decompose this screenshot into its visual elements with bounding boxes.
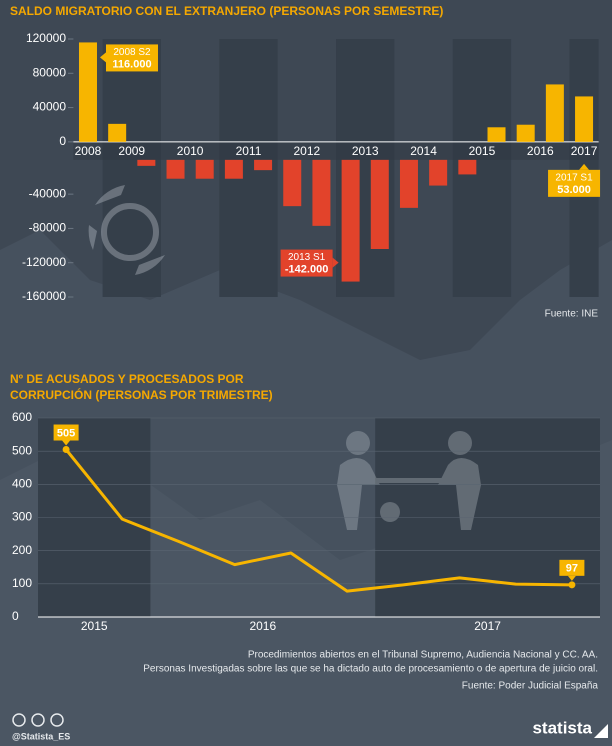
- callout-box: [548, 169, 601, 197]
- y-tick-label: 200: [12, 543, 32, 557]
- bar: [341, 159, 360, 282]
- x-tick-label: 2017: [474, 619, 501, 633]
- value-label: 505: [57, 427, 75, 439]
- source: Fuente: INE: [545, 309, 599, 320]
- x-tick-label: 2015: [81, 619, 108, 633]
- footer-brand: statista: [532, 718, 592, 737]
- x-tick-label: 2010: [177, 144, 204, 158]
- label-pointer: [62, 440, 71, 446]
- callout-title: 2017 S1: [555, 172, 593, 183]
- value-label: 116.000: [112, 58, 151, 70]
- x-tick-label: 2017: [571, 144, 598, 158]
- x-tick-label: 2011: [236, 144, 262, 158]
- callout-pointer: [99, 52, 106, 63]
- bar: [283, 159, 302, 207]
- callout-pointer: [579, 163, 590, 170]
- bar: [399, 159, 418, 208]
- x-tick-label: 2016: [249, 619, 276, 633]
- bar: [224, 159, 243, 179]
- y-tick-label: 600: [12, 410, 32, 424]
- bar: [487, 127, 506, 142]
- footer-handle: @Statista_ES: [12, 731, 70, 741]
- bar: [429, 159, 448, 186]
- bar: [137, 159, 156, 166]
- y-tick-label: 0: [59, 134, 66, 148]
- bar: [516, 124, 535, 142]
- callout-title: 2008 S2: [113, 47, 151, 58]
- bar: [254, 159, 273, 171]
- license-icons: [12, 713, 64, 727]
- x-tick-label: 2008: [75, 144, 102, 158]
- note: Personas Investigadas sobre las que se h…: [143, 664, 598, 675]
- chart-title: Nº DE ACUSADOS Y PROCESADOS POR: [10, 372, 244, 386]
- y-tick-label: 120000: [26, 31, 66, 45]
- people-icon: [337, 431, 481, 530]
- bar: [575, 96, 594, 142]
- chart-title: SALDO MIGRATORIO CON EL EXTRANJERO (PERS…: [10, 4, 443, 18]
- x-tick-label: 2009: [118, 144, 145, 158]
- y-tick-label: 500: [12, 443, 32, 457]
- callout-box: [105, 44, 158, 72]
- y-tick-label: 300: [12, 510, 32, 524]
- x-tick-label: 2015: [469, 144, 496, 158]
- y-tick-label: 40000: [33, 100, 67, 114]
- source: Fuente: Poder Judicial España: [462, 681, 599, 692]
- callout-pointer: [332, 257, 339, 268]
- line: [64, 448, 572, 593]
- brand-mark: [594, 724, 608, 738]
- axis-strip: [73, 141, 599, 160]
- globe-icon: [88, 185, 165, 275]
- label-box: [53, 424, 79, 441]
- note: Procedimientos abiertos en el Tribunal S…: [248, 650, 598, 661]
- y-tick-label: 100: [12, 576, 32, 590]
- y-tick-label: -80000: [29, 221, 67, 235]
- label-box: [559, 559, 585, 576]
- value-label: 97: [566, 563, 578, 575]
- x-tick-label: 2014: [410, 144, 437, 158]
- point: [568, 581, 576, 589]
- bar: [108, 123, 127, 142]
- label-pointer: [567, 575, 576, 581]
- callout-box: [280, 249, 333, 277]
- y-tick-label: 0: [12, 609, 19, 623]
- y-tick-label: -120000: [22, 255, 66, 269]
- y-tick-label: 80000: [33, 65, 67, 79]
- y-tick-label: 400: [12, 477, 32, 491]
- callout-title: 2013 S1: [288, 252, 326, 263]
- value-label: -142.000: [285, 263, 328, 275]
- bar: [78, 42, 97, 142]
- x-tick-label: 2012: [293, 144, 320, 158]
- value-label: 53.000: [557, 184, 591, 196]
- bar: [312, 159, 331, 226]
- y-tick-label: -40000: [29, 186, 67, 200]
- bar: [458, 159, 477, 175]
- x-tick-label: 2013: [352, 144, 379, 158]
- x-tick-label: 2016: [527, 144, 554, 158]
- chart-title: CORRUPCIÓN (PERSONAS POR TRIMESTRE): [10, 387, 273, 402]
- point: [62, 446, 70, 454]
- bar: [545, 84, 564, 142]
- bar: [166, 159, 185, 179]
- bar: [370, 159, 389, 249]
- y-tick-label: -160000: [22, 289, 66, 303]
- column-band: [102, 39, 161, 297]
- bar: [195, 159, 214, 179]
